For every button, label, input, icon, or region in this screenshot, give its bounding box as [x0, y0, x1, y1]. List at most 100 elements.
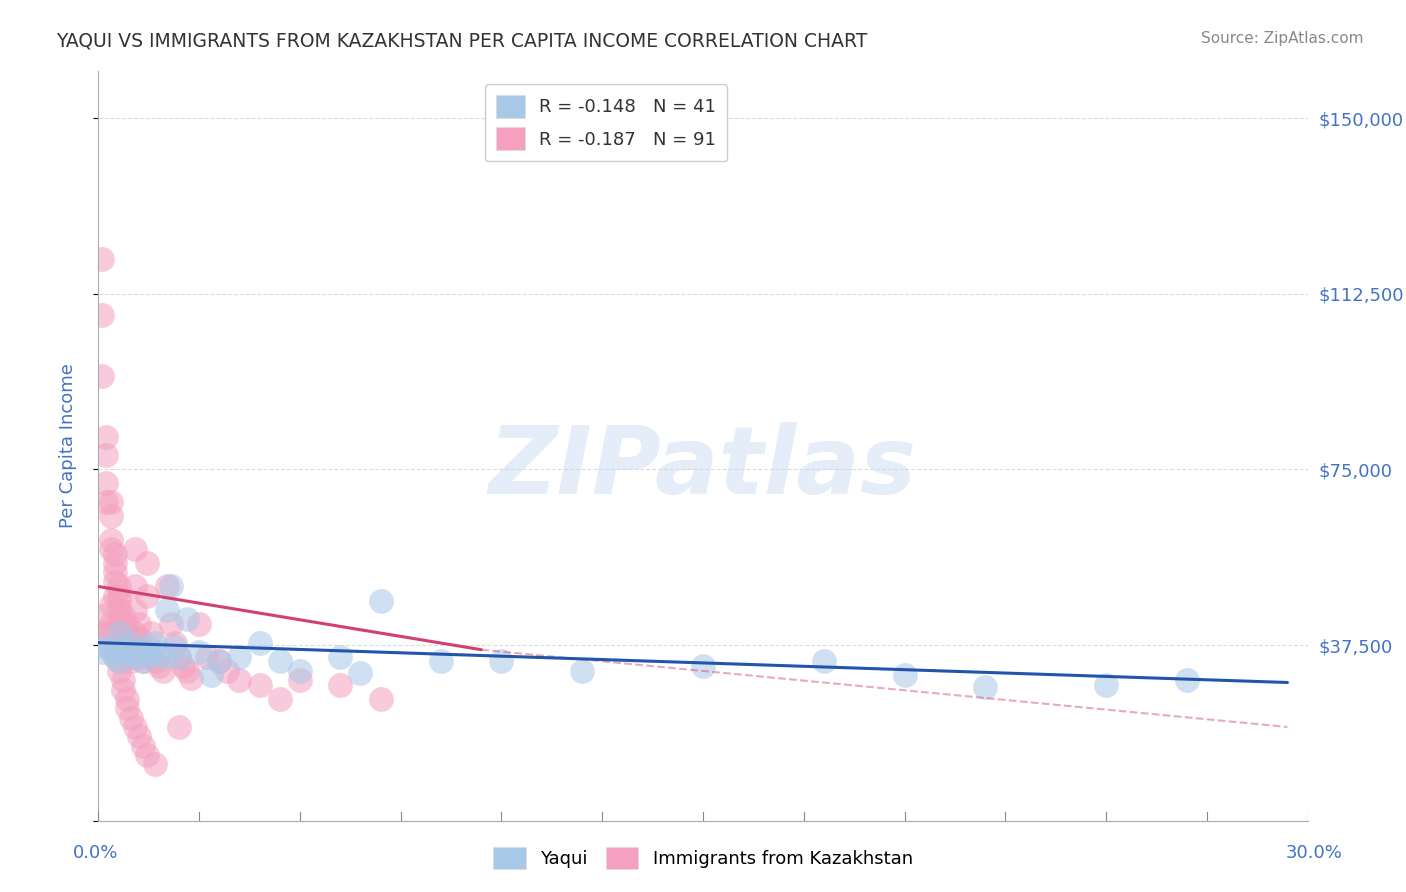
Point — [120, 635, 142, 649]
Point — [249, 635, 271, 649]
Text: YAQUI VS IMMIGRANTS FROM KAZAKHSTAN PER CAPITA INCOME CORRELATION CHART: YAQUI VS IMMIGRANTS FROM KAZAKHSTAN PER … — [56, 31, 868, 50]
Point — [132, 739, 155, 753]
Point — [124, 626, 146, 640]
Point — [228, 649, 250, 664]
Point — [103, 649, 125, 664]
Point — [128, 640, 150, 655]
Point — [152, 649, 174, 664]
Point — [288, 673, 311, 688]
Legend: Yaqui, Immigrants from Kazakhstan: Yaqui, Immigrants from Kazakhstan — [486, 839, 920, 876]
Point — [167, 720, 190, 734]
Point — [152, 664, 174, 678]
Point — [128, 631, 150, 645]
Point — [91, 252, 114, 266]
Point — [139, 626, 162, 640]
Point — [132, 655, 155, 669]
Point — [160, 617, 183, 632]
Point — [813, 655, 835, 669]
Point — [103, 556, 125, 570]
Point — [176, 612, 198, 626]
Point — [139, 648, 162, 662]
Point — [91, 635, 114, 649]
Point — [111, 607, 134, 622]
Point — [111, 673, 134, 688]
Point — [160, 580, 183, 594]
Point — [128, 645, 150, 659]
Point — [120, 645, 142, 659]
Point — [96, 640, 118, 655]
Point — [115, 692, 138, 706]
Point — [103, 649, 125, 664]
Point — [188, 617, 211, 632]
Y-axis label: Per Capita Income: Per Capita Income — [59, 364, 77, 528]
Point — [329, 649, 352, 664]
Point — [100, 642, 122, 657]
Point — [103, 547, 125, 561]
Point — [96, 626, 118, 640]
Point — [692, 659, 714, 673]
Point — [107, 612, 129, 626]
Point — [148, 659, 170, 673]
Point — [135, 589, 157, 603]
Point — [107, 655, 129, 669]
Legend: R = -0.148   N = 41, R = -0.187   N = 91: R = -0.148 N = 41, R = -0.187 N = 91 — [485, 84, 727, 161]
Point — [163, 640, 186, 655]
Point — [100, 542, 122, 557]
Point — [103, 640, 125, 655]
Point — [974, 680, 997, 694]
Point — [1175, 673, 1198, 688]
Point — [111, 631, 134, 645]
Point — [124, 649, 146, 664]
Point — [143, 635, 166, 649]
Point — [269, 655, 291, 669]
Point — [96, 495, 118, 509]
Point — [148, 645, 170, 659]
Text: Source: ZipAtlas.com: Source: ZipAtlas.com — [1201, 31, 1364, 46]
Point — [115, 701, 138, 715]
Point — [124, 603, 146, 617]
Point — [172, 659, 194, 673]
Text: 30.0%: 30.0% — [1286, 844, 1343, 862]
Point — [128, 649, 150, 664]
Point — [111, 640, 134, 655]
Point — [180, 671, 202, 685]
Point — [143, 655, 166, 669]
Point — [115, 640, 138, 655]
Point — [120, 649, 142, 664]
Point — [96, 430, 118, 444]
Point — [217, 664, 239, 678]
Point — [103, 566, 125, 580]
Point — [100, 533, 122, 547]
Point — [430, 655, 453, 669]
Point — [100, 617, 122, 632]
Text: ZIPatlas: ZIPatlas — [489, 423, 917, 515]
Point — [156, 603, 179, 617]
Point — [349, 666, 371, 681]
Point — [120, 635, 142, 649]
Point — [103, 574, 125, 589]
Point — [115, 645, 138, 659]
Point — [91, 645, 114, 659]
Point — [91, 308, 114, 322]
Point — [91, 368, 114, 383]
Point — [132, 645, 155, 659]
Point — [115, 626, 138, 640]
Point — [96, 476, 118, 491]
Point — [100, 509, 122, 524]
Point — [491, 655, 513, 669]
Point — [135, 640, 157, 655]
Point — [100, 599, 122, 613]
Point — [107, 626, 129, 640]
Point — [115, 635, 138, 649]
Point — [200, 668, 222, 682]
Point — [228, 673, 250, 688]
Point — [167, 649, 190, 664]
Point — [111, 626, 134, 640]
Point — [128, 730, 150, 744]
Point — [1095, 678, 1118, 692]
Point — [135, 556, 157, 570]
Point — [188, 645, 211, 659]
Point — [156, 580, 179, 594]
Point — [107, 589, 129, 603]
Point — [571, 664, 593, 678]
